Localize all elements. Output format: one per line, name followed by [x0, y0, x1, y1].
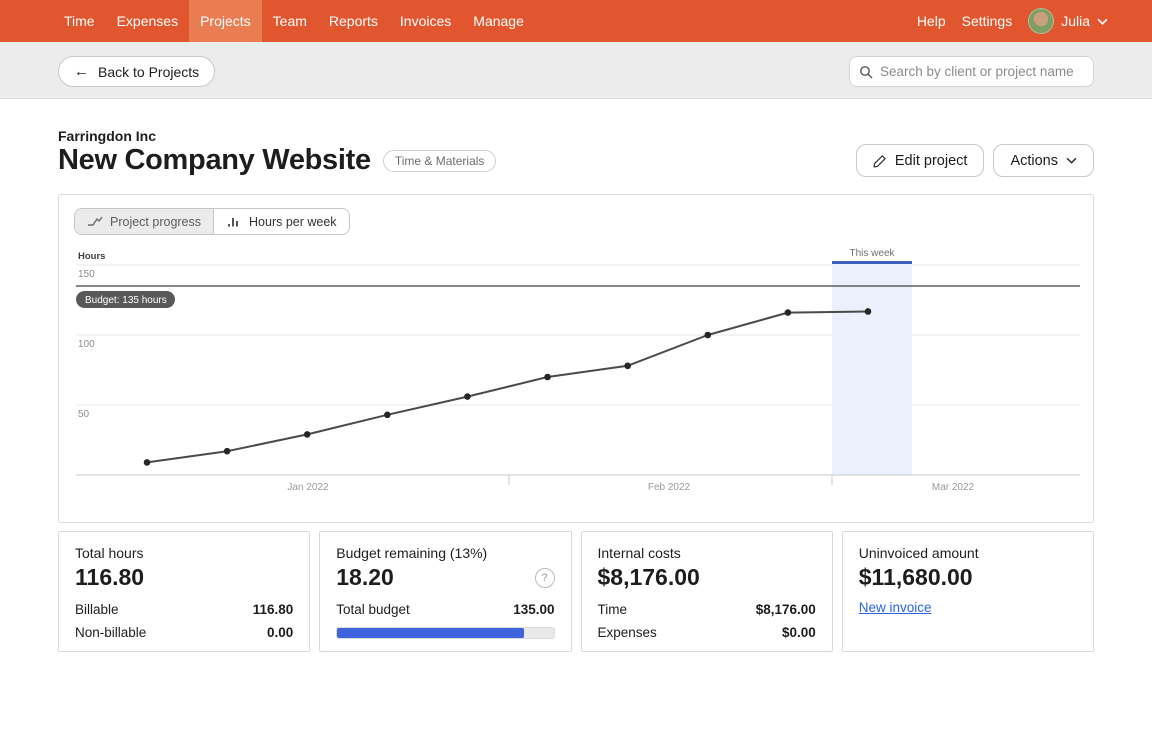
this-week-label: This week	[849, 248, 895, 259]
project-type-badge: Time & Materials	[382, 149, 497, 172]
project-chart-card: Project progress Hours per week 50 100 150…	[58, 194, 1094, 523]
tab-hours-per-week-label: Hours per week	[249, 214, 337, 229]
svg-text:150: 150	[78, 269, 95, 280]
nav-item-team[interactable]: Team	[272, 13, 307, 29]
chevron-down-icon	[1097, 18, 1108, 25]
nav-item-time[interactable]: Time	[64, 13, 95, 29]
data-point	[303, 431, 311, 438]
row-value: $8,176.00	[755, 602, 816, 617]
row-label: Non-billable	[75, 625, 147, 640]
data-point	[704, 331, 712, 339]
svg-text:50: 50	[78, 409, 90, 420]
uninvoiced-card: Uninvoiced amount $11,680.00 New invoice	[841, 531, 1094, 652]
budget-remaining-card: Budget remaining (13%) 18.20 ? Total bud…	[319, 531, 572, 652]
summary-cards: Total hours 116.80 Billable 116.80 Non-b…	[58, 531, 1094, 652]
row-label: Time	[597, 602, 628, 617]
row-value: 135.00	[513, 602, 555, 617]
budget-progress-bar	[336, 627, 555, 639]
time-cost-row: Time $8,176.00	[598, 598, 816, 621]
nav-settings[interactable]: Settings	[961, 13, 1013, 29]
uninvoiced-value: $11,680.00	[858, 564, 973, 590]
row-label: Total budget	[336, 602, 410, 617]
nav-item-expenses[interactable]: Expenses	[116, 13, 179, 29]
search-icon	[860, 65, 873, 78]
bar-chart-icon	[228, 218, 239, 227]
user-menu[interactable]: Julia	[1028, 8, 1108, 34]
back-to-projects-button[interactable]: ← Back to Projects	[58, 56, 216, 87]
x-tick-label: Feb 2022	[648, 482, 691, 493]
tab-project-progress[interactable]: Project progress	[75, 209, 214, 234]
row-label: Billable	[75, 602, 119, 617]
page-title: New Company Website	[58, 144, 371, 176]
actions-label: Actions	[1010, 152, 1058, 169]
data-point	[784, 309, 792, 316]
user-name: Julia	[1061, 13, 1090, 29]
row-value: $0.00	[781, 625, 816, 640]
chevron-down-icon	[1066, 157, 1077, 164]
card-title: Total hours	[75, 545, 144, 561]
nav-item-manage[interactable]: Manage	[473, 13, 524, 29]
internal-costs-card: Internal costs $8,176.00 Time $8,176.00 …	[580, 531, 833, 652]
total-budget-row: Total budget 135.00	[336, 598, 554, 621]
x-tick-label: Jan 2022	[287, 482, 329, 493]
avatar	[1028, 8, 1055, 34]
total-hours-value: 116.80	[75, 564, 145, 590]
actions-button[interactable]: Actions	[993, 144, 1094, 177]
data-point	[624, 362, 631, 370]
row-label: Expenses	[597, 625, 657, 640]
data-point	[384, 411, 391, 419]
budget-remaining-value: 18.20	[336, 564, 394, 590]
tab-project-progress-label: Project progress	[110, 214, 202, 229]
data-point	[464, 393, 471, 400]
data-point	[544, 373, 551, 381]
x-tick-label: Mar 2022	[932, 482, 975, 493]
this-week-band	[832, 264, 912, 475]
chart-view-toggle: Project progress Hours per week	[74, 208, 350, 235]
pencil-icon	[873, 154, 886, 167]
y-axis-title: Hours	[78, 251, 105, 262]
edit-project-label: Edit project	[894, 152, 968, 169]
search-input[interactable]	[880, 64, 1084, 79]
billable-row: Billable 116.80	[75, 598, 293, 621]
nav-item-invoices[interactable]: Invoices	[399, 13, 452, 29]
edit-project-button[interactable]: Edit project	[855, 144, 985, 177]
budget-badge	[76, 291, 175, 308]
tab-hours-per-week[interactable]: Hours per week	[213, 209, 349, 234]
nav-item-projects[interactable]: Projects	[189, 0, 262, 42]
nav-item-reports[interactable]: Reports	[328, 13, 378, 29]
row-value: 116.80	[252, 602, 294, 617]
new-invoice-link[interactable]: New invoice	[858, 600, 932, 615]
non-billable-row: Non-billable 0.00	[75, 621, 293, 644]
project-search	[849, 56, 1094, 87]
project-progress-chart: 50 100 150 Hours This week Budget: 135 hours J…	[76, 248, 1080, 493]
data-point	[143, 459, 151, 466]
svg-text:100: 100	[78, 339, 95, 350]
internal-costs-value: $8,176.00	[597, 564, 700, 590]
expenses-cost-row: Expenses $0.00	[598, 621, 816, 644]
primary-nav-items: Time Expenses Projects Team Reports Invoices M…	[53, 0, 535, 42]
back-button-label: Back to Projects	[98, 63, 200, 80]
nav-help[interactable]: Help	[916, 13, 946, 29]
help-icon[interactable]: ?	[534, 567, 555, 588]
card-title: Uninvoiced amount	[858, 545, 979, 561]
card-title: Internal costs	[597, 545, 681, 561]
budget-badge-label: Budget: 135 hours	[85, 295, 167, 306]
total-hours-card: Total hours 116.80 Billable 116.80 Non-b…	[58, 531, 311, 652]
line-chart-icon	[88, 216, 103, 226]
progress-line	[146, 310, 869, 464]
subheader-bar: ← Back to Projects	[0, 42, 1152, 99]
card-title: Budget remaining (13%)	[336, 545, 488, 561]
back-arrow-icon: ←	[74, 63, 89, 80]
row-value: 0.00	[266, 625, 294, 640]
data-point	[864, 308, 872, 315]
budget-progress-fill	[337, 628, 525, 638]
top-nav: Time Expenses Projects Team Reports Invoices M…	[0, 0, 1152, 42]
client-name: Farringdon Inc	[58, 128, 156, 144]
data-point	[223, 447, 231, 455]
